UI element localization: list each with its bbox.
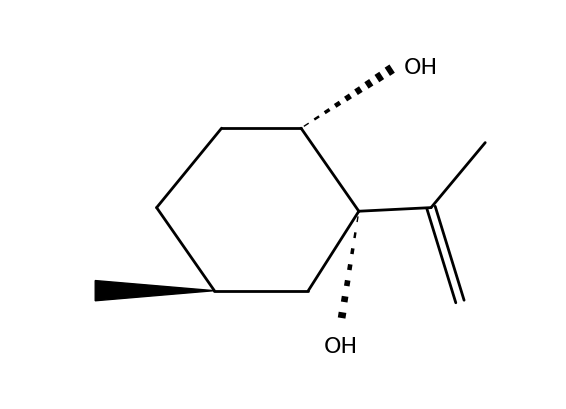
Polygon shape <box>95 281 215 301</box>
Text: OH: OH <box>404 58 438 78</box>
Text: OH: OH <box>324 336 358 356</box>
